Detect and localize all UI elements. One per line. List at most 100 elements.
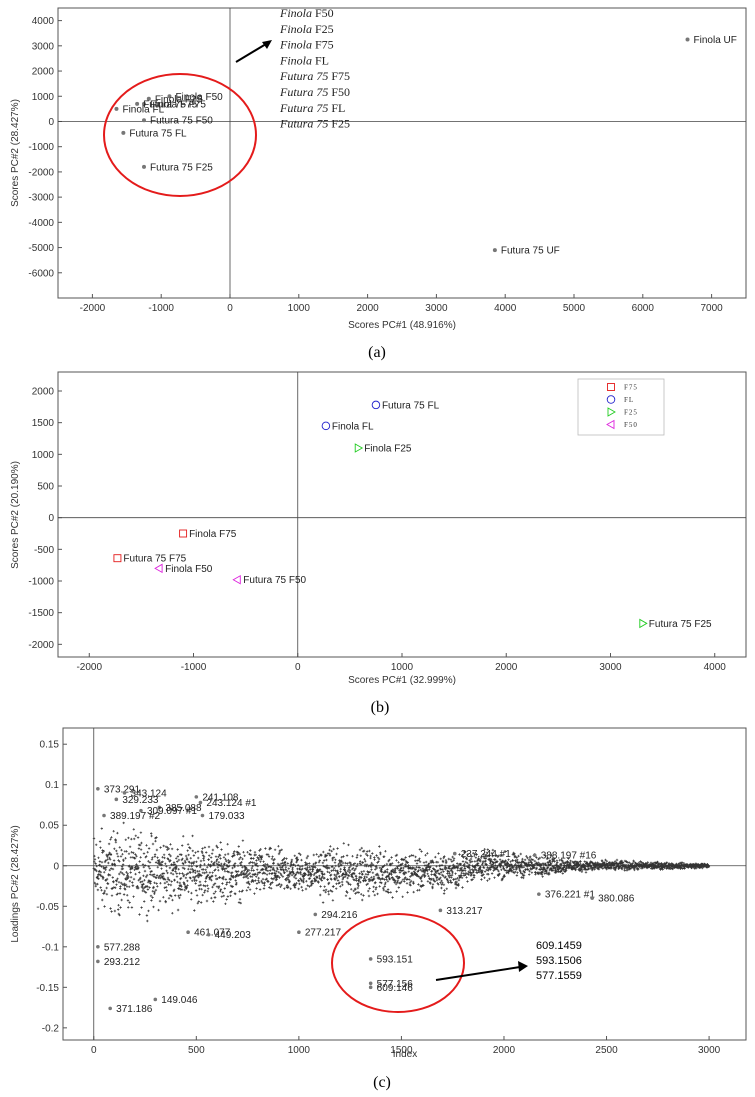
panel-a-x-tick-label: 5000 <box>563 303 586 314</box>
panel-a-x-tick-label: 3000 <box>425 303 448 314</box>
panel-c-point-label: 241.108 <box>202 792 239 803</box>
panel-b-legend-label: F25 <box>624 409 638 417</box>
panel-b-legend-box <box>577 378 665 436</box>
panel-c-point <box>590 896 594 900</box>
panel-c-point <box>198 800 203 805</box>
panel-c-annotation-value: 609.1459 <box>536 940 582 952</box>
panel-a-annotation-fraction: F25 <box>328 117 350 131</box>
panel-a-point-label: Futura 75 F75 <box>143 99 206 110</box>
panel-c-x-tick-label: 3000 <box>698 1045 721 1056</box>
panel-b-x-tick-label: -1000 <box>181 662 207 673</box>
panel-c-y-tick-label: -0.05 <box>36 902 59 913</box>
panel-b-legend-label: F75 <box>624 384 638 392</box>
panel-c-point <box>368 957 373 961</box>
panel-c-point <box>200 813 205 818</box>
panel-c-point-label: 609.146 <box>377 983 414 994</box>
panel-b-y-tick-label: 1500 <box>32 418 55 429</box>
panel-a-annotation-cultivar: Finola <box>279 38 312 52</box>
panel-b-point <box>154 563 163 574</box>
panel-c-point-label: 237.244 #1 <box>461 849 511 860</box>
panel-c-point-label: 373.291 <box>104 784 141 795</box>
panel-a-annotation-item: Finola F75 <box>279 38 334 52</box>
panel-a-annotation-cultivar: Finola <box>279 22 312 36</box>
panel-b-y-axis-title: Scores PC#2 (20.190%) <box>10 461 21 569</box>
panel-c-point-label: 243.124 #1 <box>206 798 256 809</box>
panel-c-point <box>96 786 100 791</box>
panel-c-annotation-value: 577.1559 <box>536 970 582 982</box>
panel-a-annotation-cultivar: Futura 75 <box>279 69 328 83</box>
panel-a-point-label: Futura 75 F50 <box>150 116 213 127</box>
panel-c-point <box>537 892 541 896</box>
panel-b-y-tick-label: -1000 <box>28 577 54 588</box>
panel-b-y-tick-label: -1500 <box>28 608 54 619</box>
panel-a-x-axis-title: Scores PC#1 (48.916%) <box>348 320 456 331</box>
panel-c-point <box>139 808 143 813</box>
panel-c-annotation-values: 609.1459 593.1506 577.1559 <box>536 940 582 982</box>
panel-c-point <box>368 981 373 986</box>
panel-c-point <box>438 908 443 913</box>
panel-c-point-label: 389.197 #2 <box>110 811 160 822</box>
panel-b-points: Futura 75 FL Finola FL Finola F25 Finola F7… <box>113 400 712 630</box>
panel-c-point-label: 577.156 <box>377 979 414 990</box>
panel-c-annotation-value: 593.1506 <box>536 955 582 967</box>
panel-c-point <box>157 805 162 810</box>
panel-b-chart: -2000 -1000 0 1000 2000 3000 4000 2000 1500 1000… <box>10 371 747 716</box>
panel-a-point-label: Futura 75 F25 <box>150 162 213 173</box>
panel-a-annotation-item: Futura 75 F25 <box>279 117 350 131</box>
panel-c-point-label: 309.097 #1 <box>147 806 197 817</box>
panel-b-point <box>321 421 331 431</box>
panel-c-y-axis-title: Loadings PC#2 (28.427%) <box>10 825 21 942</box>
panel-a-y-tick-label: -5000 <box>28 243 54 254</box>
panel-a-point-label: Futura 75 FL <box>129 128 187 139</box>
panel-a-chart: -2000 -1000 0 1000 2000 3000 4000 5000 6000 7000 … <box>10 6 747 361</box>
panel-c-point <box>194 795 199 799</box>
panel-a-annotation-cultivar: Finola <box>279 53 312 67</box>
panel-a-y-ticks: 4000 3000 2000 1000 0 -1000 -2000 -3000 -4000 -50… <box>28 16 62 279</box>
panel-a-point-label: Finola F25 <box>155 94 203 105</box>
panel-c-point-label: 388.197 #16 <box>541 851 597 862</box>
panel-b-y-tick-label: -2000 <box>28 640 54 651</box>
panel-c-x-tick-label: 1500 <box>390 1045 413 1056</box>
panel-a-arrow-line <box>235 43 267 63</box>
panel-b-point <box>371 400 381 410</box>
panel-b-point <box>354 443 364 453</box>
panel-c-point-label: 380.086 <box>598 894 635 905</box>
panel-a-annotation-item: Finola F50 <box>279 6 334 20</box>
panel-b-point <box>179 529 188 538</box>
panel-b-y-tick-label: -500 <box>34 545 54 556</box>
panel-a-point <box>142 164 146 169</box>
panel-a-arrow-head <box>262 40 272 49</box>
panel-b-legend-label: F50 <box>624 421 638 429</box>
panel-b-y-tick-label: 0 <box>48 513 54 524</box>
panel-a-point <box>492 248 497 253</box>
panel-c-x-tick-label: 2500 <box>595 1045 618 1056</box>
panel-a-y-tick-label: 3000 <box>32 41 55 52</box>
panel-a-highlight-ellipse <box>103 73 257 197</box>
panel-a-annotation-item: Finola FL <box>279 53 329 67</box>
panel-a-annotation-item: Finola F25 <box>279 22 334 36</box>
panel-a-y-tick-label: 0 <box>48 117 54 128</box>
panel-a-y-tick-label: 4000 <box>32 16 55 27</box>
panel-c-y-ticks: 0.15 0.1 0.05 0 -0.05 -0.1 -0.15 -0.2 <box>36 740 67 1034</box>
panel-a-point <box>121 130 126 135</box>
panel-c-point <box>452 851 457 856</box>
panel-c-point-label: 329.233 <box>122 795 159 806</box>
panel-c-y-tick-label: -0.1 <box>42 942 60 953</box>
panel-a-x-tick-label: -1000 <box>148 303 174 314</box>
panel-a-x-tick-label: 2000 <box>356 303 379 314</box>
panel-b-point-label: Futura 75 FL <box>382 400 440 411</box>
panel-c-point <box>96 959 100 964</box>
panel-c-point-label: 294.216 <box>321 910 358 921</box>
panel-a-x-tick-label: -2000 <box>80 303 106 314</box>
panel-c-point <box>114 797 119 802</box>
panel-c-y-tick-label: -0.2 <box>42 1023 60 1034</box>
panel-a-y-axis-title: Scores PC#2 (28.427%) <box>10 99 21 207</box>
panel-a-annotation-item: Futura 75 F75 <box>279 69 350 83</box>
panel-c-x-tick-label: 500 <box>188 1045 205 1056</box>
panel-a-y-tick-label: 2000 <box>32 67 55 78</box>
panel-c-point-label: 343.124 <box>131 788 168 799</box>
panel-c-point <box>313 912 318 917</box>
panel-a-zero-axes <box>58 8 746 298</box>
panel-a-annotation-cultivar: Futura 75 <box>279 101 328 115</box>
